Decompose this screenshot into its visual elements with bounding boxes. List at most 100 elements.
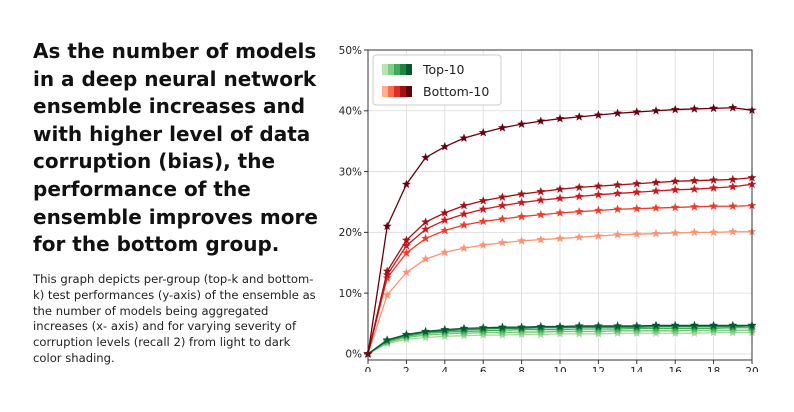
data-point-4-12 — [593, 110, 603, 119]
legend-swatch-0-3 — [400, 64, 406, 75]
data-point-0-5 — [459, 243, 469, 252]
data-point-2-17 — [689, 184, 699, 194]
data-point-3-14 — [632, 179, 642, 188]
data-point-4-2 — [401, 179, 411, 189]
data-point-1-10 — [555, 208, 565, 217]
data-point-4-9 — [536, 116, 546, 125]
line-chart: 0 2 4 6 8 10 12 14 16 18 20 0% 10% 20% 30% 40% 50% Top-1… — [339, 45, 759, 372]
data-point-2-8 — [517, 197, 527, 207]
data-point-2-6 — [478, 204, 488, 214]
data-point-1-18 — [709, 201, 719, 211]
data-point-4-7 — [497, 123, 507, 132]
data-point-4-4 — [440, 141, 450, 151]
data-point-1-4 — [440, 225, 450, 235]
data-point-1-5 — [459, 220, 469, 229]
data-point-3-17 — [689, 175, 699, 185]
data-point-4-8 — [517, 119, 527, 128]
data-point-3-13 — [613, 180, 623, 189]
data-point-2-1 — [382, 270, 392, 279]
data-point-1-6 — [478, 216, 488, 226]
data-point-1-14 — [632, 203, 642, 213]
data-point-0-17 — [689, 227, 699, 237]
data-point-4-13 — [613, 108, 623, 118]
data-point-4-16 — [670, 104, 680, 114]
legend-swatch-0-2 — [394, 64, 400, 75]
legend-swatch-1-2 — [394, 86, 400, 97]
data-point-4-5 — [459, 133, 469, 142]
data-point-1-9 — [536, 210, 546, 219]
data-point-5-6 — [478, 330, 488, 339]
data-point-1-3 — [421, 233, 431, 243]
data-point-0-9 — [536, 234, 546, 244]
data-point-5-3 — [421, 332, 431, 342]
data-point-4-15 — [651, 106, 661, 115]
data-point-4-10 — [555, 113, 565, 123]
data-point-6-15 — [651, 326, 661, 335]
legend-swatch-0-1 — [388, 64, 394, 75]
data-point-0-1 — [382, 290, 392, 299]
data-point-9-4 — [440, 324, 450, 334]
data-point-1-15 — [651, 203, 661, 212]
data-point-6-16 — [670, 326, 680, 335]
data-point-9-6 — [478, 323, 488, 332]
data-point-9-13 — [613, 321, 623, 330]
chart-legend: Top-10 Bottom-10 — [372, 54, 502, 106]
data-point-5-5 — [459, 330, 469, 340]
data-point-3-5 — [459, 200, 469, 210]
data-point-2-4 — [440, 215, 450, 225]
x-tick-label-10: 20 — [745, 366, 758, 372]
x-tick-label-5: 10 — [553, 366, 566, 372]
data-point-1-19 — [728, 201, 738, 211]
data-point-3-1 — [382, 266, 392, 276]
legend-swatch-1-3 — [400, 86, 406, 97]
data-point-6-19 — [728, 325, 738, 335]
data-point-2-13 — [613, 188, 623, 198]
x-tick-label-8: 16 — [669, 366, 683, 372]
data-point-9-11 — [574, 321, 584, 330]
data-point-0-13 — [613, 230, 623, 239]
data-point-1-8 — [517, 211, 527, 221]
data-point-0-4 — [440, 247, 450, 257]
x-tick-label-1: 2 — [403, 366, 410, 372]
data-point-3-3 — [421, 217, 431, 226]
data-point-9-3 — [421, 326, 431, 336]
data-point-2-5 — [459, 209, 469, 218]
data-point-6-7 — [497, 327, 507, 337]
x-tick-label-2: 4 — [441, 366, 448, 372]
data-point-4-11 — [574, 112, 584, 121]
chart-axes: 0 2 4 6 8 10 12 14 16 18 20 0% 10% 20% 30% 40% 50% — [339, 45, 759, 372]
legend-swatch-0-0 — [382, 64, 388, 75]
data-point-4-6 — [478, 127, 488, 137]
data-point-5-13 — [613, 328, 623, 338]
data-point-0-11 — [574, 232, 584, 242]
legend-swatch-1-4 — [406, 86, 412, 97]
data-point-3-19 — [728, 174, 738, 184]
data-point-9-17 — [689, 320, 699, 330]
data-point-4-18 — [709, 103, 719, 113]
y-tick-label-4: 40% — [339, 106, 362, 118]
data-point-1-7 — [497, 214, 507, 223]
data-point-4-19 — [728, 103, 738, 112]
data-point-1-13 — [613, 204, 623, 214]
data-point-6-8 — [517, 327, 527, 336]
legend-entry-1: Bottom-10 — [382, 84, 489, 99]
data-point-9-19 — [728, 320, 738, 330]
headline: As the number of models in a deep neural… — [33, 39, 318, 257]
data-point-5-15 — [651, 328, 661, 338]
data-point-2-12 — [593, 189, 603, 199]
data-point-2-19 — [728, 182, 738, 191]
data-point-5-7 — [497, 330, 507, 339]
data-point-5-16 — [670, 328, 680, 338]
data-point-5-17 — [689, 328, 699, 338]
data-point-9-9 — [536, 321, 546, 331]
data-point-9-16 — [670, 320, 680, 330]
y-tick-label-1: 10% — [339, 288, 362, 300]
data-point-9-2 — [401, 329, 411, 339]
data-point-9-7 — [497, 322, 507, 332]
data-point-1-2 — [401, 248, 411, 257]
data-point-3-15 — [651, 177, 661, 187]
data-point-9-1 — [382, 335, 392, 344]
data-point-5-18 — [709, 327, 719, 337]
data-point-0-6 — [478, 240, 488, 249]
data-point-2-15 — [651, 186, 661, 195]
